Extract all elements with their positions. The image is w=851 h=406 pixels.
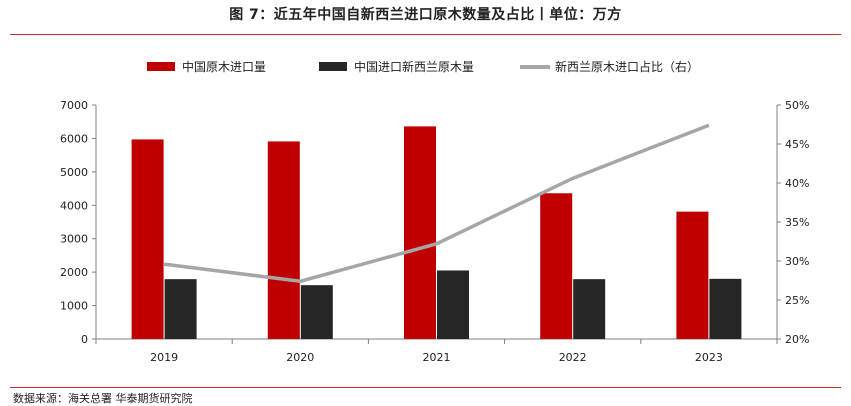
share-line [164, 125, 709, 281]
bar-total-import [268, 141, 300, 339]
x-tick-label: 2021 [423, 351, 451, 364]
right-tick-label: 40% [785, 177, 809, 190]
left-tick-label: 5000 [60, 166, 88, 179]
bar-total-import [404, 126, 436, 339]
x-tick-label: 2022 [559, 351, 587, 364]
legend-swatch-1 [319, 62, 347, 71]
legend-label-0: 中国原木进口量 [182, 59, 266, 74]
x-tick-label: 2020 [286, 351, 314, 364]
left-tick-label: 1000 [60, 300, 88, 313]
right-tick-label: 30% [785, 255, 809, 268]
bottom-rule [10, 387, 841, 388]
left-tick-label: 2000 [60, 266, 88, 279]
source-note: 数据来源：海关总署 华泰期货研究院 [13, 390, 193, 406]
left-tick-label: 6000 [60, 132, 88, 145]
legend: 中国原木进口量 中国进口新西兰原木量 新西兰原木进口占比（右） [147, 59, 699, 74]
x-tick-label: 2019 [150, 351, 178, 364]
bar-total-import [540, 193, 572, 339]
right-tick-label: 35% [785, 216, 809, 229]
bar-nz-import [709, 279, 741, 339]
left-tick-label: 3000 [60, 233, 88, 246]
legend-label-1: 中国进口新西兰原木量 [354, 59, 474, 74]
right-tick-label: 50% [785, 99, 809, 112]
right-tick-label: 45% [785, 138, 809, 151]
left-tick-label: 0 [81, 333, 88, 346]
bar-nz-import [301, 285, 333, 339]
bars [132, 126, 742, 339]
left-tick-label: 7000 [60, 99, 88, 112]
bar-nz-import [437, 270, 469, 339]
bar-nz-import [165, 279, 197, 339]
right-tick-label: 25% [785, 294, 809, 307]
right-tick-label: 20% [785, 333, 809, 346]
legend-swatch-0 [147, 62, 175, 71]
bar-total-import [132, 139, 164, 339]
line-layer [164, 125, 709, 281]
x-tick-label: 2023 [695, 351, 723, 364]
bar-total-import [676, 212, 708, 339]
legend-label-2: 新西兰原木进口占比（右） [555, 59, 699, 74]
left-tick-label: 4000 [60, 199, 88, 212]
bar-nz-import [573, 279, 605, 339]
